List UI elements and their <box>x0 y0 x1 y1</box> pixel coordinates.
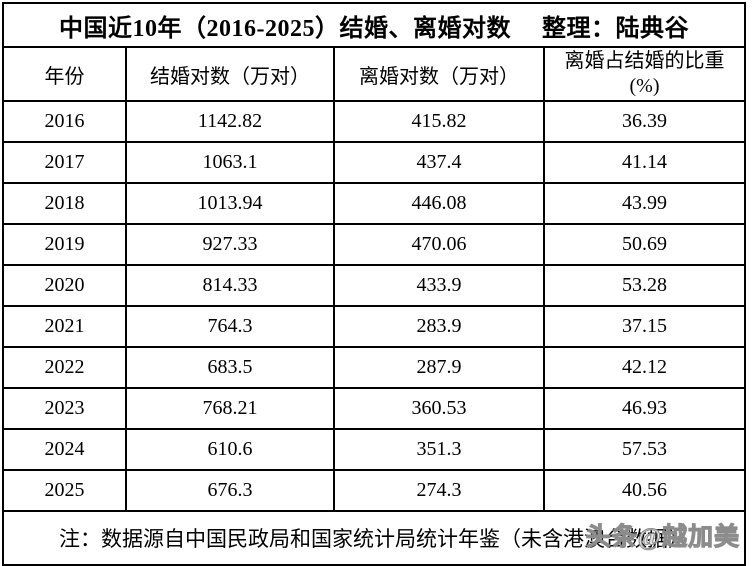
divorce-cell: 415.82 <box>333 100 545 143</box>
table-row-2019: 2019 927.33 470.06 50.69 <box>2 223 746 266</box>
column-header-divorce: 离婚对数（万对） <box>333 46 545 102</box>
table-row-2021: 2021 764.3 283.9 37.15 <box>2 305 746 348</box>
table-title: 中国近10年（2016-2025）结婚、离婚对数 整理：陆典谷 <box>2 2 746 48</box>
table-row-2018: 2018 1013.94 446.08 43.99 <box>2 182 746 225</box>
year-cell: 2025 <box>2 469 127 512</box>
table-row-2024: 2024 610.6 351.3 57.53 <box>2 428 746 471</box>
year-cell: 2024 <box>2 428 127 471</box>
ratio-cell: 37.15 <box>543 305 746 348</box>
marriage-cell: 927.33 <box>125 223 335 266</box>
divorce-cell: 470.06 <box>333 223 545 266</box>
year-cell: 2022 <box>2 346 127 389</box>
table-row-2020: 2020 814.33 433.9 53.28 <box>2 264 746 307</box>
divorce-cell: 437.4 <box>333 141 545 184</box>
year-cell: 2017 <box>2 141 127 184</box>
watermark: 头条@越加美 <box>585 524 740 552</box>
ratio-cell: 36.39 <box>543 100 746 143</box>
marriage-cell: 768.21 <box>125 387 335 430</box>
year-cell: 2021 <box>2 305 127 348</box>
ratio-cell: 43.99 <box>543 182 746 225</box>
ratio-cell: 41.14 <box>543 141 746 184</box>
ratio-cell: 50.69 <box>543 223 746 266</box>
ratio-cell: 42.12 <box>543 346 746 389</box>
marriage-cell: 676.3 <box>125 469 335 512</box>
column-header-year: 年份 <box>2 46 127 102</box>
marriage-cell: 1142.82 <box>125 100 335 143</box>
divorce-cell: 283.9 <box>333 305 545 348</box>
table-row-2017: 2017 1063.1 437.4 41.14 <box>2 141 746 184</box>
column-header-ratio-line1: 离婚占结婚的比重 <box>564 50 725 72</box>
table-row-2016: 2016 1142.82 415.82 36.39 <box>2 100 746 143</box>
divorce-cell: 287.9 <box>333 346 545 389</box>
ratio-cell: 46.93 <box>543 387 746 430</box>
marriage-cell: 814.33 <box>125 264 335 307</box>
year-cell: 2019 <box>2 223 127 266</box>
ratio-cell: 57.53 <box>543 428 746 471</box>
year-cell: 2023 <box>2 387 127 430</box>
ratio-cell: 53.28 <box>543 264 746 307</box>
column-header-ratio-line2: (%) <box>629 75 660 97</box>
column-header-marriage: 结婚对数（万对） <box>125 46 335 102</box>
table-row-2023: 2023 768.21 360.53 46.93 <box>2 387 746 430</box>
column-header-ratio: 离婚占结婚的比重 (%) <box>543 46 746 102</box>
footer-row: 注：数据源自中国民政局和国家统计局统计年鉴（未含港澳台数据） <box>2 510 746 566</box>
year-cell: 2018 <box>2 182 127 225</box>
table-row-2022: 2022 683.5 287.9 42.12 <box>2 346 746 389</box>
divorce-cell: 274.3 <box>333 469 545 512</box>
divorce-cell: 360.53 <box>333 387 545 430</box>
marriage-cell: 764.3 <box>125 305 335 348</box>
ratio-cell: 40.56 <box>543 469 746 512</box>
footnote: 注：数据源自中国民政局和国家统计局统计年鉴（未含港澳台数据） <box>2 510 746 566</box>
marriage-cell: 683.5 <box>125 346 335 389</box>
divorce-cell: 433.9 <box>333 264 545 307</box>
marriage-cell: 1013.94 <box>125 182 335 225</box>
table-row-2025: 2025 676.3 274.3 40.56 <box>2 469 746 512</box>
year-cell: 2016 <box>2 100 127 143</box>
marriage-cell: 610.6 <box>125 428 335 471</box>
divorce-cell: 446.08 <box>333 182 545 225</box>
table-header-row: 年份 结婚对数（万对） 离婚对数（万对） 离婚占结婚的比重 (%) <box>2 46 746 102</box>
marriage-cell: 1063.1 <box>125 141 335 184</box>
divorce-cell: 351.3 <box>333 428 545 471</box>
title-row: 中国近10年（2016-2025）结婚、离婚对数 整理：陆典谷 <box>2 2 746 48</box>
year-cell: 2020 <box>2 264 127 307</box>
